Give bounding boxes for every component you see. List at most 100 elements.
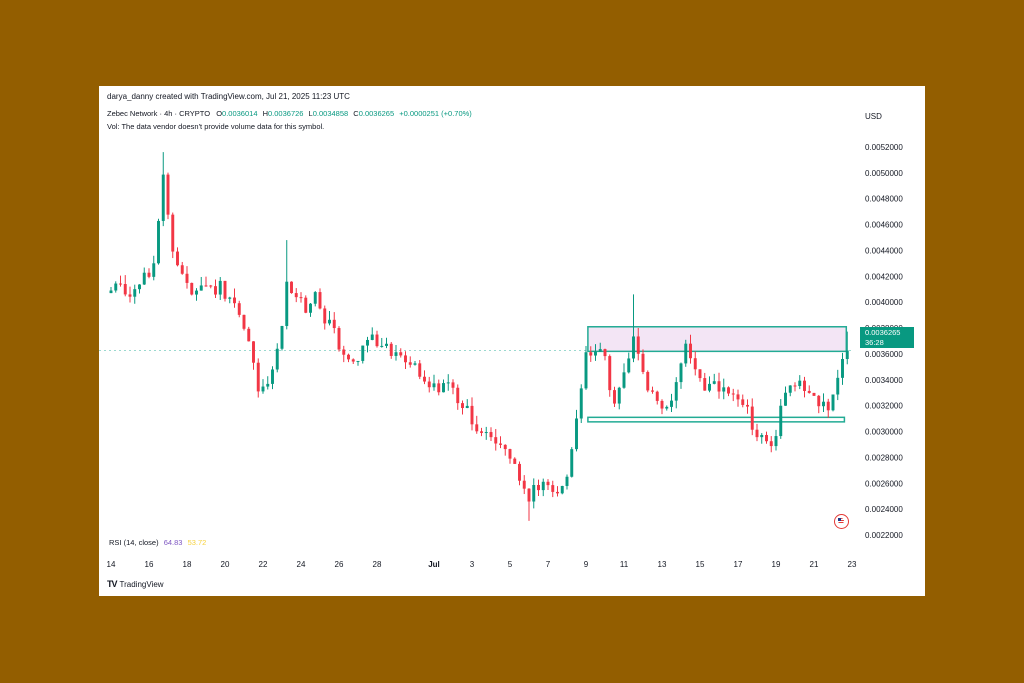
candle-body [356, 360, 360, 362]
x-tick-label: Jul [428, 560, 440, 569]
candle-body [489, 432, 493, 438]
candle-body [841, 358, 844, 378]
candle-body [328, 319, 331, 324]
volume-note: Vol: The data vendor doesn't provide vol… [107, 122, 325, 131]
y-tick-label: 0.0046000 [865, 221, 903, 230]
last-price-tag: 0.0036265 36:28 [860, 327, 914, 348]
us-flag-icon[interactable] [834, 514, 849, 529]
candle-body [679, 363, 683, 383]
candle-body [399, 352, 403, 356]
candle-body [769, 441, 773, 447]
candle-body [527, 488, 531, 502]
candle-body [779, 405, 783, 437]
candle-body [594, 351, 597, 356]
candle-body [793, 385, 797, 387]
candle-body [119, 283, 122, 285]
tradingview-name: TradingView [119, 579, 164, 589]
candle-body [123, 284, 127, 295]
x-tick-label: 3 [470, 560, 475, 569]
candle-body [408, 362, 412, 365]
candle-body [451, 382, 455, 388]
price-chart[interactable]: 0.0022000 0.0024000 0.0026000 0.0028000 0.00… [99, 86, 925, 596]
candle-body [560, 485, 564, 494]
y-tick-label: 0.0048000 [865, 195, 903, 204]
candle-body [693, 358, 697, 370]
resistance-zone [587, 326, 848, 353]
x-tick-label: 13 [658, 560, 667, 569]
candle-body [537, 484, 540, 491]
candle-body [655, 391, 659, 401]
candle-body [166, 174, 170, 215]
candle-body [351, 359, 355, 362]
last-price-value: 0.0036265 [865, 328, 901, 337]
candle-body [214, 286, 217, 295]
x-tick-label: 9 [584, 560, 589, 569]
candle-body [461, 403, 464, 409]
candle-body [603, 349, 607, 357]
x-tick-label: 11 [620, 560, 629, 569]
candle-body [290, 281, 293, 294]
candle-body [252, 341, 255, 363]
candle-body [722, 387, 726, 392]
rsi-title: RSI (14, close) [109, 538, 159, 547]
candle-body [147, 272, 151, 277]
candle-body [684, 343, 688, 364]
candle-body [237, 303, 241, 315]
candle-body [133, 289, 137, 297]
candle-body [394, 352, 398, 356]
zones-layer [99, 326, 851, 423]
symbol-name: Zebec Network · 4h · CRYPTO [107, 109, 211, 118]
candle-body [332, 319, 336, 329]
candle-body [822, 401, 825, 407]
candle-body [632, 336, 635, 359]
candle-body [185, 273, 189, 283]
candle-body [494, 437, 498, 444]
y-tick-label: 0.0028000 [865, 453, 903, 462]
candle-body [651, 390, 654, 392]
candle-body [731, 393, 735, 395]
candle-body [746, 404, 749, 407]
candle-body [503, 444, 507, 450]
candle-body [161, 174, 165, 221]
candle-body [418, 363, 422, 377]
x-tick-label: 5 [508, 560, 513, 569]
candle-body [209, 285, 213, 287]
candle-body [285, 281, 289, 326]
candle-body [575, 418, 578, 450]
candle-body [608, 356, 612, 391]
x-tick-label: 7 [546, 560, 551, 569]
candle-body [622, 372, 626, 388]
ohlc-change: +0.0000251 (+0.70%) [399, 109, 472, 118]
candle-body [114, 283, 118, 291]
candle-body [788, 385, 792, 393]
candle-body [266, 383, 270, 387]
candle-body [128, 294, 132, 297]
candle-body [380, 345, 384, 347]
candle-body [845, 350, 849, 359]
candle-body [176, 251, 179, 266]
x-tick-label: 17 [734, 560, 743, 569]
candle-body [755, 429, 759, 438]
tradingview-brand[interactable]: TV TradingView [107, 579, 164, 589]
candle-body [256, 362, 260, 392]
candle-body [518, 463, 521, 481]
candle-body [337, 328, 341, 350]
chart-card: 0.0022000 0.0024000 0.0026000 0.0028000 0.00… [99, 86, 925, 596]
candle-body [584, 352, 588, 389]
candle-body [109, 290, 113, 294]
ohlc-close: 0.0036265 [358, 109, 395, 118]
candle-body [589, 352, 593, 356]
candle-body [375, 334, 379, 347]
y-tick-label: 0.0034000 [865, 376, 903, 385]
y-tick-label: 0.0052000 [865, 143, 903, 152]
candle-body [817, 395, 821, 407]
candle-body [247, 328, 251, 342]
candle-body [304, 297, 308, 313]
candle-body [157, 220, 160, 264]
candle-body [717, 381, 721, 392]
rsi-legend[interactable]: RSI (14, close) 64.83 53.72 [109, 538, 206, 547]
candle-body [423, 376, 426, 382]
candle-body [427, 381, 431, 388]
candle-body [446, 382, 450, 384]
candle-body [499, 443, 502, 445]
